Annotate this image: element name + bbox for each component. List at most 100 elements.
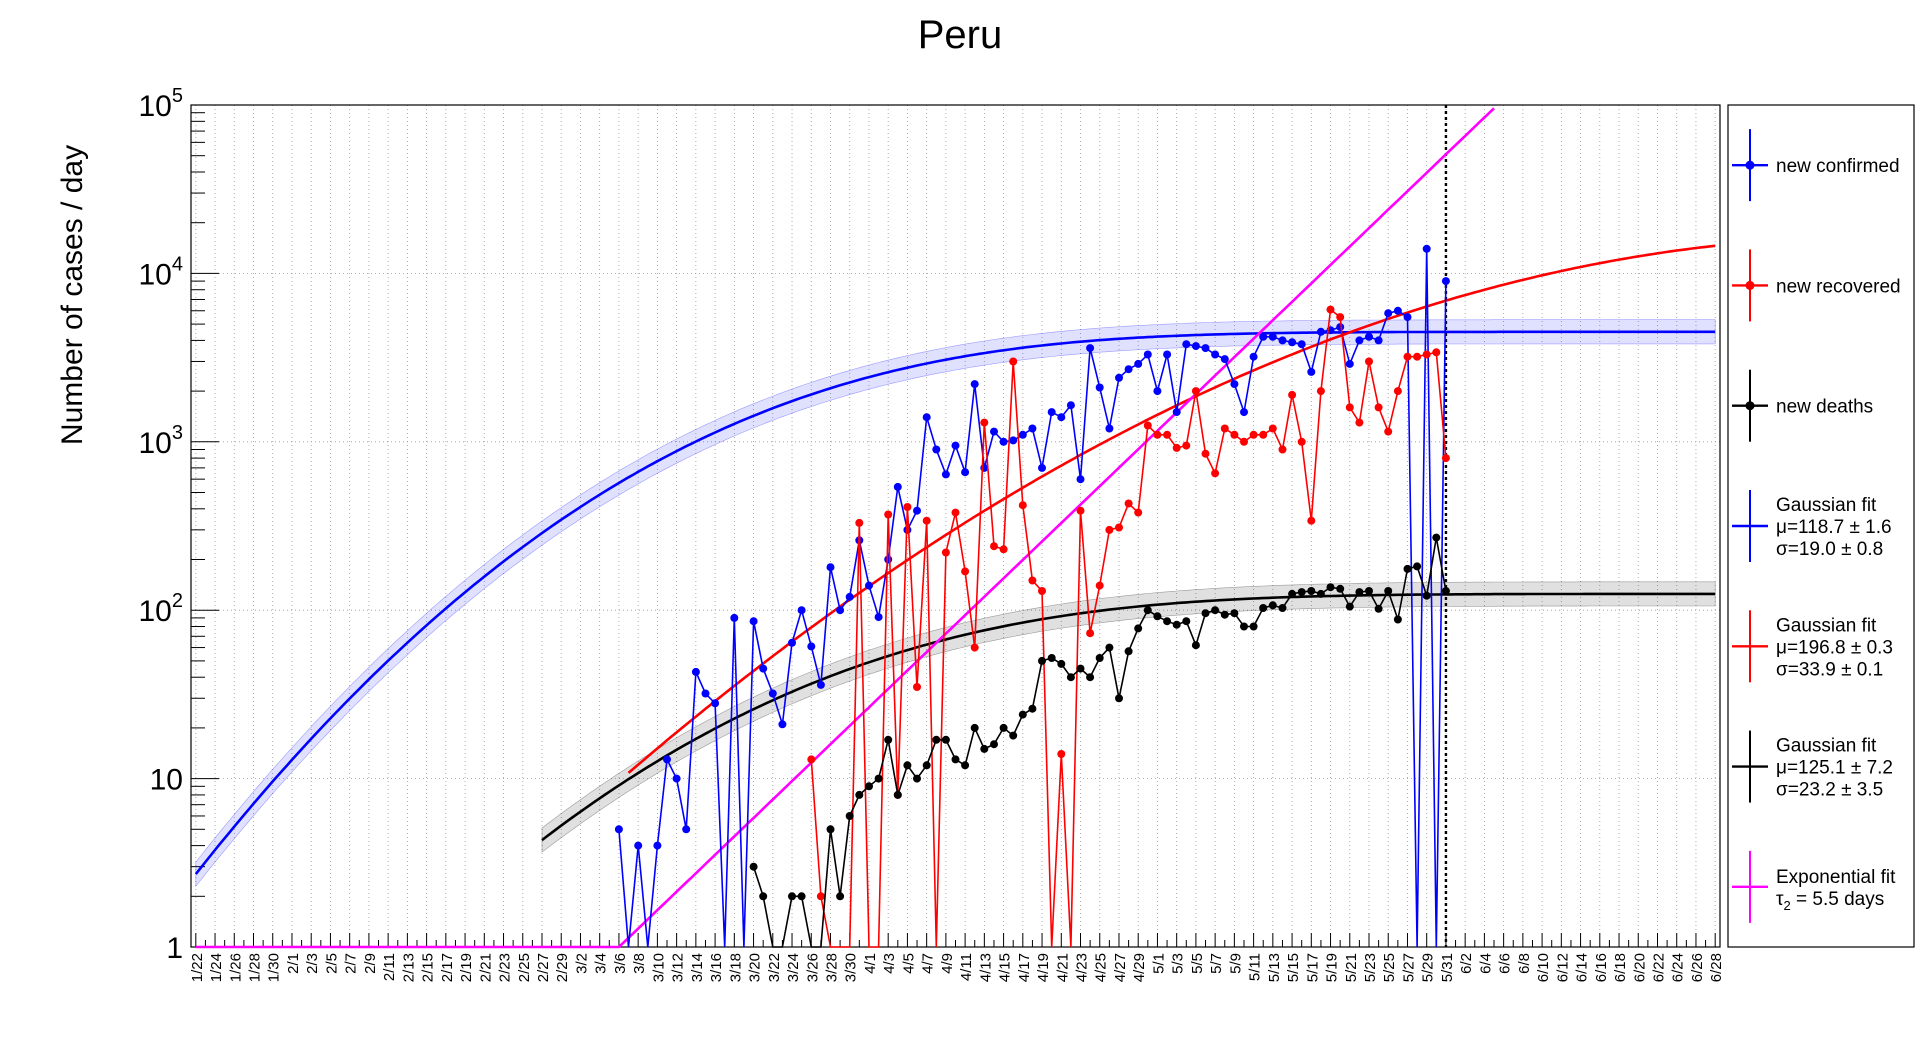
data-point [970, 380, 979, 389]
x-tick-label: 4/9 [939, 953, 956, 974]
data-point [1393, 306, 1402, 315]
data-point [1278, 604, 1287, 612]
x-tick-label: 3/14 [689, 953, 706, 982]
data-point [1249, 430, 1258, 439]
x-tick-label: 3/10 [650, 953, 667, 982]
x-tick-label: 5/17 [1304, 953, 1321, 982]
data-point [941, 470, 950, 479]
data-point [999, 545, 1008, 554]
data-point [1374, 403, 1383, 412]
data-point [1240, 408, 1248, 417]
data-point [1163, 430, 1172, 439]
data-point [1384, 587, 1393, 595]
data-point [1336, 584, 1345, 593]
fit-curve-confirmed [194, 330, 1716, 875]
data-point [1230, 430, 1239, 439]
grid-layer [191, 105, 1720, 947]
x-tick-label: 1/28 [247, 953, 264, 982]
x-tick-label: 2/21 [477, 953, 494, 982]
data-point [1105, 525, 1114, 534]
data-point [980, 418, 989, 427]
data-point [614, 825, 623, 834]
data-point [913, 774, 921, 783]
data-point [1413, 562, 1422, 571]
series-confirmed [614, 244, 1450, 948]
data-point [884, 735, 893, 744]
data-point [1038, 656, 1046, 665]
data-point [1201, 449, 1210, 458]
data-point [1316, 589, 1325, 598]
legend-label: μ=196.8 ± 0.3 [1776, 637, 1893, 658]
data-point [1230, 380, 1239, 389]
data-point [1307, 367, 1316, 376]
x-tick-label: 4/17 [1016, 953, 1033, 982]
data-point [903, 761, 912, 770]
data-point [1345, 403, 1354, 412]
data-point [913, 683, 921, 691]
x-tick-label: 2/13 [400, 953, 417, 982]
data-point [663, 755, 671, 764]
data-point [759, 664, 768, 673]
data-point [1009, 357, 1018, 366]
data-point [1038, 587, 1046, 595]
x-tick-label: 5/1 [1150, 953, 1167, 974]
data-point [1211, 469, 1220, 478]
data-point [1095, 654, 1104, 662]
x-tick-label: 3/16 [708, 953, 725, 982]
data-point [1047, 408, 1056, 417]
data-point [711, 699, 720, 708]
data-point [749, 617, 758, 626]
data-point [1095, 383, 1104, 392]
data-point [1124, 499, 1133, 508]
data-series [614, 244, 1450, 948]
x-tick-label: 3/12 [670, 953, 687, 982]
data-point [970, 723, 979, 732]
x-tick-label: 2/23 [497, 953, 514, 982]
data-point [874, 774, 883, 783]
data-point [1095, 581, 1104, 590]
data-point [1432, 533, 1441, 542]
x-tick-label: 6/14 [1574, 953, 1591, 982]
data-point [1422, 244, 1431, 253]
data-point [980, 744, 989, 753]
x-tick-label: 5/9 [1227, 953, 1244, 974]
data-point [778, 720, 787, 729]
legend-label: new deaths [1776, 397, 1873, 418]
data-point [1374, 336, 1383, 345]
data-point [1365, 332, 1373, 341]
data-point [1259, 430, 1268, 439]
data-point [836, 892, 845, 901]
data-point [672, 774, 681, 783]
x-tick-label: 4/5 [900, 953, 917, 974]
x-tick-label: 6/18 [1612, 953, 1629, 982]
fit-curves [194, 107, 1716, 949]
data-point [1057, 659, 1066, 668]
x-tick-label: 3/2 [573, 953, 590, 974]
data-point [653, 841, 662, 850]
data-point [1355, 336, 1364, 345]
data-point [1076, 506, 1085, 515]
data-point [922, 516, 931, 525]
data-point [990, 542, 998, 551]
legend-label: new confirmed [1776, 156, 1900, 177]
x-tick-label: 5/7 [1208, 953, 1225, 974]
data-point [1441, 454, 1450, 463]
data-point [1038, 463, 1046, 472]
x-tick-label: 4/13 [977, 953, 994, 982]
data-point [1220, 355, 1229, 364]
data-point [1413, 352, 1422, 361]
x-tick-label: 2/17 [439, 953, 456, 982]
data-point [1288, 390, 1297, 399]
legend-label: σ=19.0 ± 0.8 [1776, 539, 1883, 560]
data-point [1288, 338, 1297, 347]
x-tick-label: 6/16 [1593, 953, 1610, 982]
data-point [1134, 359, 1143, 368]
legend-entry-recovered: new recovered [1732, 249, 1901, 322]
data-point [1307, 587, 1316, 595]
data-point [1230, 609, 1239, 618]
data-point [816, 680, 825, 689]
data-point [1143, 606, 1152, 615]
data-point [1297, 340, 1306, 349]
y-tick-label: 10 [150, 764, 183, 797]
data-point [691, 667, 700, 676]
